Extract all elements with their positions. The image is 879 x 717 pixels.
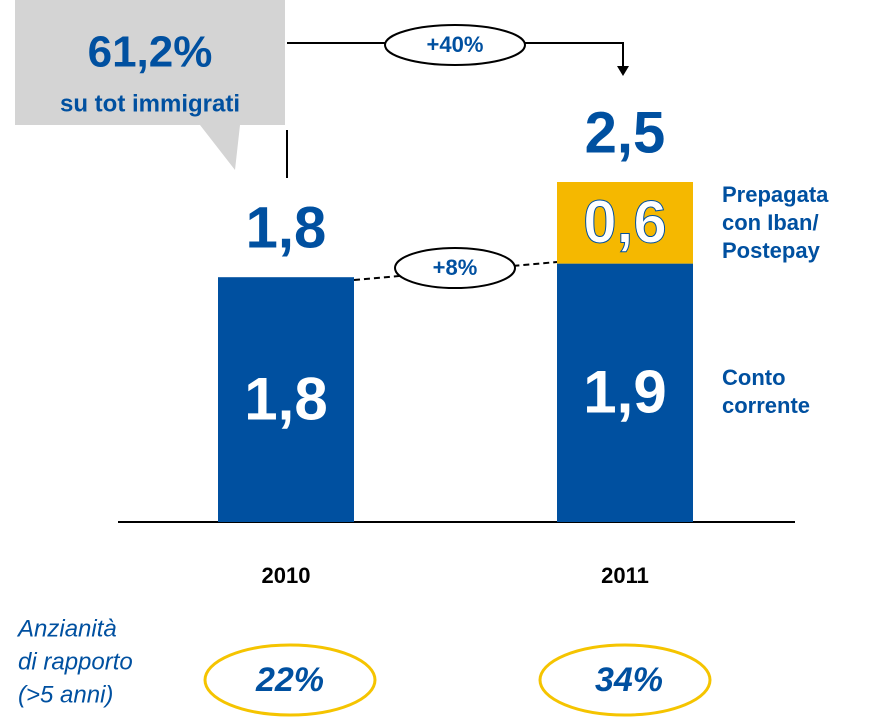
- bar-segment: [218, 277, 354, 522]
- bar-segment: [557, 263, 693, 522]
- note-text: di rapporto: [18, 648, 133, 675]
- note-ellipse: [538, 643, 712, 717]
- note-text: (>5 anni): [18, 681, 113, 708]
- callout-box: [15, 0, 285, 170]
- growth-ellipse: [384, 24, 526, 66]
- segment-label: 1,9: [583, 359, 666, 426]
- callout-text: su tot immigrati: [60, 90, 240, 117]
- bar-segment: [557, 182, 693, 264]
- legend-entry: Prepagata con Iban/ Postepay: [722, 181, 829, 263]
- segment-label: 0,6: [583, 189, 666, 256]
- legend-entry: Conto corrente: [722, 365, 811, 418]
- arrow-head: [617, 66, 629, 76]
- total-label: 1,8: [246, 196, 327, 261]
- x-tick-label: 2011: [601, 563, 649, 588]
- segment-label: 1,8: [244, 365, 327, 432]
- growth-label: +8%: [433, 255, 478, 280]
- x-tick-label: 2010: [262, 563, 311, 588]
- note-ellipse: [203, 643, 377, 717]
- note-text: Anzianità: [16, 615, 117, 642]
- callout-value: 61,2%: [88, 28, 213, 77]
- note-value: 22%: [255, 661, 324, 699]
- growth-ellipse: [394, 247, 516, 289]
- note-value: 34%: [595, 661, 663, 699]
- total-label: 2,5: [585, 100, 666, 165]
- growth-label: +40%: [427, 32, 484, 57]
